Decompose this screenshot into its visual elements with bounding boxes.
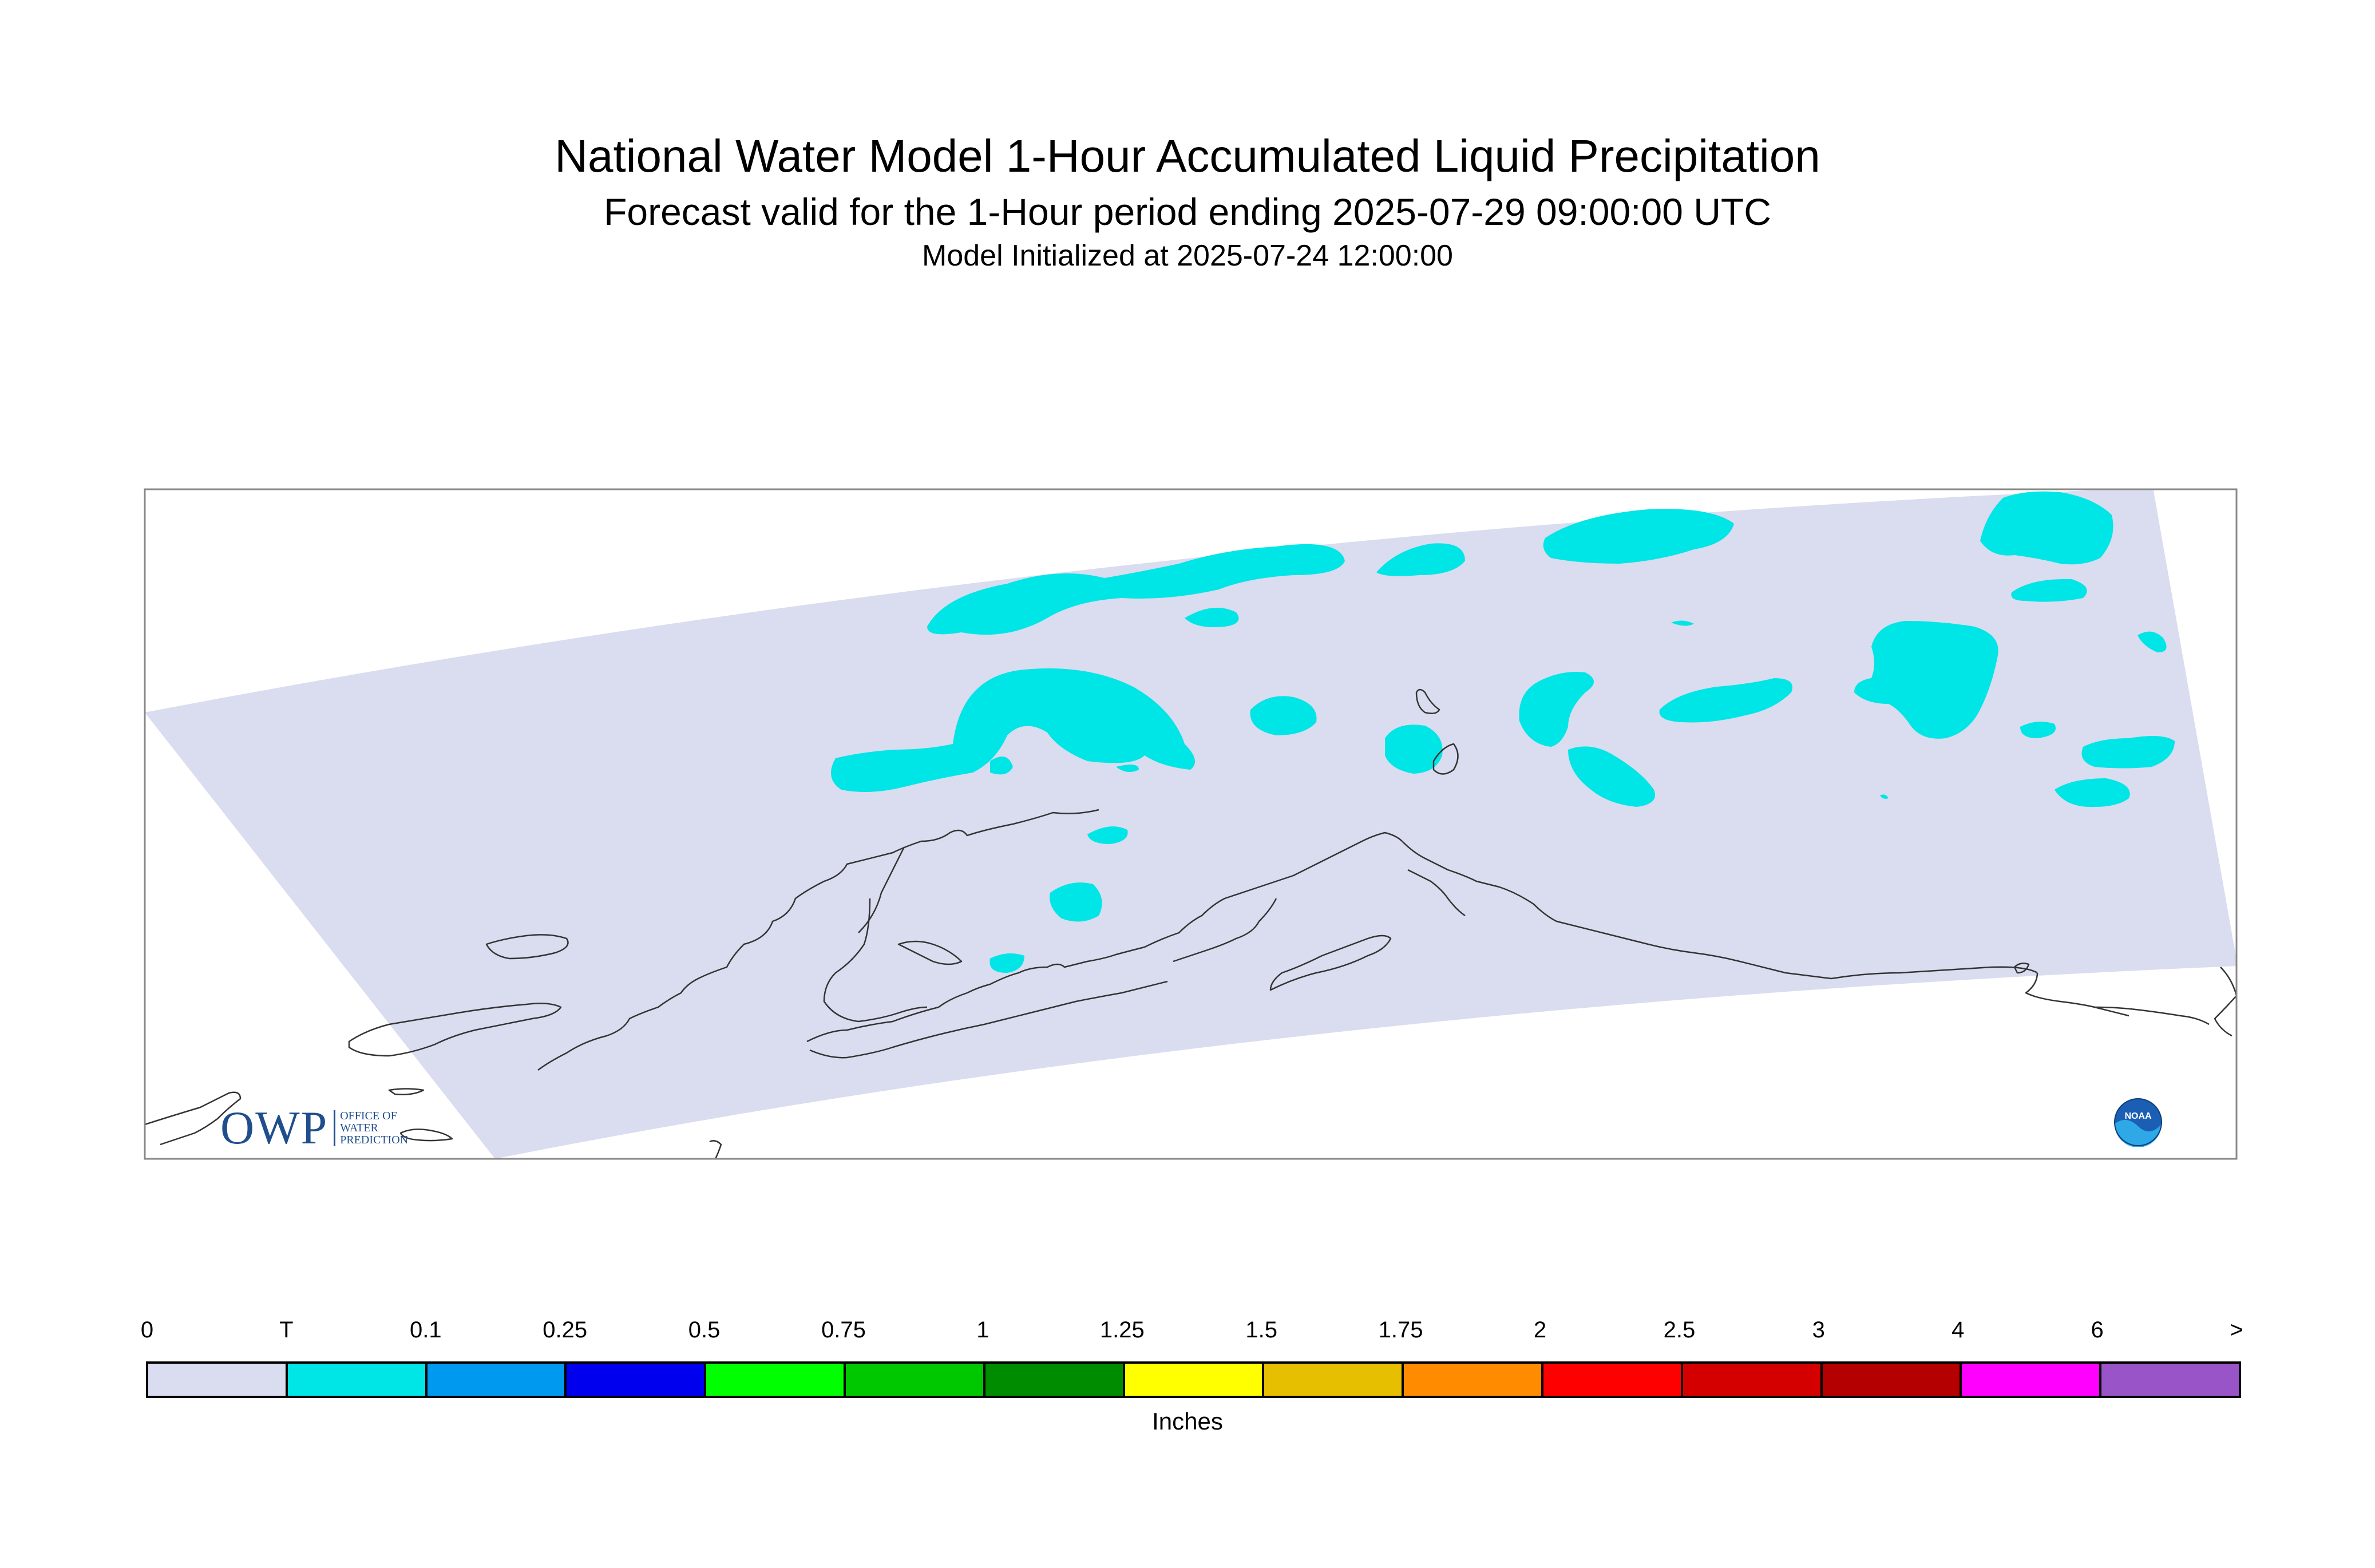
coastline bbox=[806, 946, 1145, 1043]
legend-tick-label: 0.25 bbox=[543, 1317, 588, 1343]
precipitation-area bbox=[2020, 722, 2056, 738]
coastline bbox=[1415, 688, 1440, 714]
legend-tick-label: 1.25 bbox=[1099, 1317, 1145, 1343]
owp-logo-text: OWP bbox=[220, 1102, 328, 1154]
precipitation-area bbox=[1659, 678, 1792, 723]
owp-sub-line: OFFICE OF bbox=[340, 1109, 397, 1122]
legend-tick-label: 2 bbox=[1533, 1317, 1547, 1343]
coastline bbox=[823, 898, 928, 1023]
legend-swatch bbox=[1541, 1364, 1681, 1396]
legend-swatch bbox=[1402, 1364, 1541, 1396]
precipitation-area bbox=[2138, 631, 2167, 652]
legend-tick-label: 1 bbox=[976, 1317, 989, 1343]
forecast-valid-subtitle: Forecast valid for the 1-Hour period end… bbox=[604, 191, 1771, 233]
coastline bbox=[2214, 967, 2237, 1037]
owp-logo-subtext: OFFICE OF WATER PREDICTION bbox=[334, 1110, 408, 1146]
precipitation-area bbox=[1543, 509, 1734, 564]
coastline bbox=[1173, 898, 1277, 963]
precipitation-area bbox=[1385, 724, 1443, 774]
legend-units-label: Inches bbox=[1152, 1408, 1223, 1435]
coastline bbox=[2013, 963, 2030, 974]
legend-swatch bbox=[1820, 1364, 1960, 1396]
coastlines bbox=[145, 688, 2237, 1159]
precipitation-area bbox=[1185, 608, 1239, 627]
coastline bbox=[485, 934, 569, 960]
legend-tick-label: 1.75 bbox=[1378, 1317, 1423, 1343]
legend-swatch bbox=[1262, 1364, 1402, 1396]
coastline bbox=[1831, 966, 2038, 980]
precipitation-area bbox=[1519, 672, 1594, 747]
legend-tick-label: T bbox=[279, 1317, 294, 1343]
coastline bbox=[809, 980, 1168, 1059]
precipitation-area bbox=[2081, 736, 2175, 769]
precipitation-area bbox=[1671, 620, 1694, 626]
legend-tick-label: 2.5 bbox=[1663, 1317, 1696, 1343]
coastline bbox=[145, 1091, 242, 1146]
coastline bbox=[2094, 1006, 2210, 1025]
legend-tick-label: 0 bbox=[140, 1317, 154, 1343]
legend-swatch bbox=[1680, 1364, 1820, 1396]
legend-swatch bbox=[704, 1364, 844, 1396]
precipitation-area bbox=[2011, 579, 2087, 602]
coastline bbox=[2025, 972, 2129, 1017]
noaa-logo-text: NOAA bbox=[2124, 1111, 2152, 1121]
legend-tick-label: 0.1 bbox=[409, 1317, 442, 1343]
precipitation-area bbox=[1568, 746, 1655, 807]
precipitation-area bbox=[990, 757, 1013, 775]
owp-sub-line: PREDICTION bbox=[340, 1133, 409, 1146]
noaa-logo: NOAA bbox=[2114, 1098, 2162, 1147]
legend-swatch bbox=[843, 1364, 983, 1396]
precipitation-areas bbox=[831, 491, 2175, 973]
legend-tick-label: 6 bbox=[2091, 1317, 2104, 1343]
precipitation-area bbox=[1376, 543, 1465, 576]
model-init-label: Model Initialized at 2025-07-24 12:00:00 bbox=[922, 239, 1453, 272]
legend-swatch bbox=[983, 1364, 1123, 1396]
precipitation-area bbox=[1854, 621, 1998, 739]
precipitation-area bbox=[1980, 491, 2113, 565]
coastline bbox=[1432, 743, 1459, 775]
precipitation-area bbox=[1087, 826, 1128, 844]
legend-tick-label: 0.5 bbox=[688, 1317, 721, 1343]
precipitation-area bbox=[2055, 778, 2130, 807]
owp-logo: OWP OFFICE OF WATER PREDICTION bbox=[220, 1104, 408, 1151]
coastline bbox=[537, 809, 1099, 1071]
coastline bbox=[1402, 841, 1832, 980]
map-frame bbox=[144, 488, 2238, 1160]
coastline bbox=[399, 1129, 453, 1142]
legend-swatch bbox=[564, 1364, 704, 1396]
legend-tick-label: > bbox=[2230, 1317, 2243, 1343]
precipitation-area bbox=[831, 668, 1195, 792]
coastline bbox=[858, 846, 905, 933]
legend-tick-label: 1.5 bbox=[1245, 1317, 1277, 1343]
coastline bbox=[709, 1140, 722, 1159]
precipitation-area bbox=[1880, 794, 1889, 799]
legend-tick-label: 0.75 bbox=[821, 1317, 866, 1343]
legend-tick-label: 3 bbox=[1812, 1317, 1825, 1343]
legend-swatch bbox=[425, 1364, 565, 1396]
legend-swatch bbox=[285, 1364, 425, 1396]
coastline bbox=[1144, 831, 1403, 948]
coastline bbox=[1269, 935, 1392, 991]
legend-swatch bbox=[2099, 1364, 2239, 1396]
precipitation-area bbox=[927, 544, 1345, 635]
coastline bbox=[348, 1003, 562, 1057]
coastline bbox=[1407, 869, 1466, 917]
coastline bbox=[897, 940, 963, 965]
legend-swatch bbox=[148, 1364, 286, 1396]
precipitation-area bbox=[989, 953, 1024, 973]
precipitation-area bbox=[1250, 696, 1317, 735]
map-title: National Water Model 1-Hour Accumulated … bbox=[555, 130, 1820, 181]
precipitation-area bbox=[1050, 882, 1102, 922]
precipitation-area bbox=[1116, 765, 1139, 772]
owp-sub-line: WATER bbox=[340, 1121, 378, 1134]
legend-colorbar bbox=[146, 1361, 2241, 1398]
coastline bbox=[388, 1088, 425, 1095]
legend-swatch bbox=[1122, 1364, 1262, 1396]
legend-swatch bbox=[1960, 1364, 2100, 1396]
model-domain-area bbox=[145, 489, 2237, 1159]
legend-tick-label: 4 bbox=[1952, 1317, 1965, 1343]
